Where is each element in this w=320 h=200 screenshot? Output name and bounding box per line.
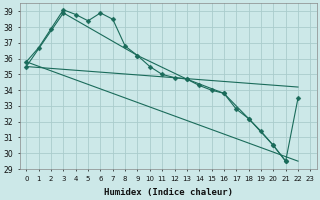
X-axis label: Humidex (Indice chaleur): Humidex (Indice chaleur) bbox=[104, 188, 233, 197]
